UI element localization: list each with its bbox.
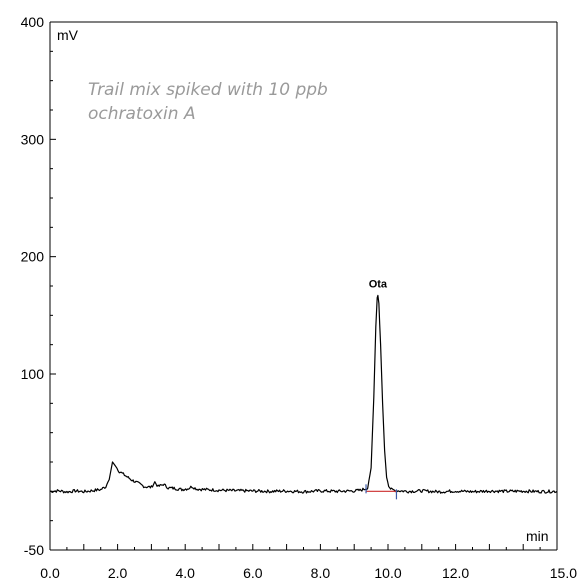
y-tick-label: 100 <box>21 366 45 382</box>
peak-layer: Ota <box>365 278 398 500</box>
x-tick-label: 15.0 <box>550 565 577 581</box>
x-tick-label: 2.0 <box>108 565 128 581</box>
x-tick-label: 8.0 <box>311 565 331 581</box>
x-axis-unit-label: min <box>526 528 549 544</box>
y-axis-unit-label: mV <box>57 27 79 43</box>
x-tick-label: 6.0 <box>243 565 263 581</box>
y-tick-label: -50 <box>24 542 44 558</box>
y-tick-label: 400 <box>21 14 45 30</box>
annotation-line-2: ochratoxin A <box>88 104 196 124</box>
chromatogram-trace <box>49 294 558 494</box>
peak-label-ota: Ota <box>369 278 388 290</box>
x-tick-label: 0.0 <box>40 565 60 581</box>
annotation-line-1: Trail mix spiked with 10 ppb <box>88 80 328 100</box>
y-axis: -50 100 200 300 400 <box>21 14 56 558</box>
x-axis: 0.0 2.0 4.0 6.0 8.0 10.0 12.0 15.0 <box>40 544 577 581</box>
x-tick-label: 4.0 <box>175 565 195 581</box>
y-tick-label: 300 <box>21 131 45 147</box>
plot-frame <box>49 21 558 551</box>
x-tick-label: 10.0 <box>374 565 401 581</box>
x-tick-label: 12.0 <box>442 565 469 581</box>
trace-layer <box>49 294 558 494</box>
y-tick-label: 200 <box>21 249 45 265</box>
